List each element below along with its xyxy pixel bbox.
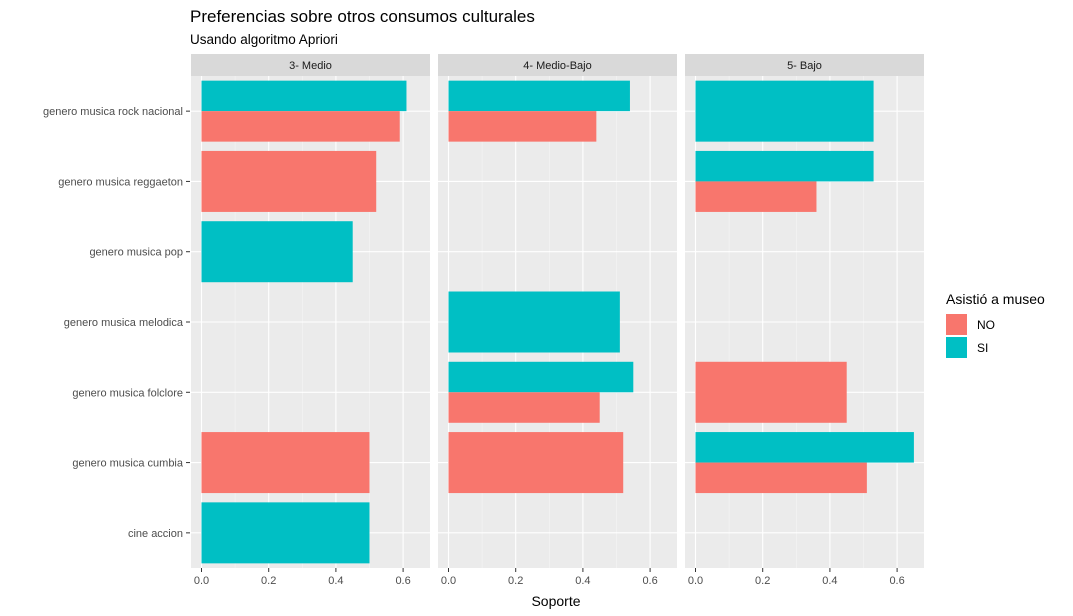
legend-key-no bbox=[946, 314, 967, 335]
legend-label-si: SI bbox=[977, 341, 988, 355]
bar-genero-musica-folclore-no bbox=[448, 392, 600, 423]
y-tick-label-genero-musica-melodica: genero musica melodica bbox=[64, 317, 184, 329]
facet-strip-label: 3- Medio bbox=[289, 60, 332, 72]
bar-genero-musica-cumbia-no bbox=[695, 462, 867, 494]
x-tick-label: 0.2 bbox=[755, 575, 770, 587]
legend: Asistió a museo NO SI bbox=[946, 291, 1045, 358]
y-tick-label-genero-musica-pop: genero musica pop bbox=[89, 247, 183, 259]
x-tick-label: 0.2 bbox=[261, 575, 276, 587]
y-tick-label-cine-accion: cine accion bbox=[128, 528, 183, 540]
bar-genero-musica-melodica-si bbox=[448, 291, 620, 353]
bar-genero-musica-rock-nacional-no bbox=[201, 111, 400, 142]
facet-strip bbox=[438, 54, 677, 76]
x-tick-label: 0.6 bbox=[395, 575, 410, 587]
bar-genero-musica-pop-si bbox=[201, 221, 353, 283]
chart-subtitle: Usando algoritmo Apriori bbox=[190, 32, 338, 47]
facet-panel-5-bajo: 5- Bajo 0.0 0.2 0.4 0.6 bbox=[685, 54, 924, 587]
facet-strip-label: 5- Bajo bbox=[787, 60, 822, 72]
x-tick-label: 0.0 bbox=[441, 575, 456, 587]
x-axis-title: Soporte bbox=[531, 593, 580, 609]
bar-cine-accion-si bbox=[201, 502, 370, 564]
facet-strip bbox=[685, 54, 924, 76]
bar-genero-musica-reggaeton-no bbox=[695, 181, 817, 212]
legend-label-no: NO bbox=[977, 318, 995, 332]
legend-key-si bbox=[946, 337, 967, 358]
y-tick-label-genero-musica-rock-nacional: genero musica rock nacional bbox=[43, 106, 183, 118]
facet-panel-3-medio: 3- Medio 0.0 0.2 0.4 0.6 bbox=[191, 54, 430, 587]
bar-genero-musica-rock-nacional-si bbox=[695, 80, 874, 142]
facet-panels: 3- Medio 0.0 0.2 0.4 0.6 4- Medio-Bajo 0.0 0.2 0… bbox=[191, 54, 924, 587]
x-tick-label: 0.2 bbox=[508, 575, 523, 587]
x-tick-label: 0.4 bbox=[575, 575, 590, 587]
x-tick-label: 0.0 bbox=[194, 575, 209, 587]
bar-genero-musica-reggaeton-si bbox=[695, 150, 874, 182]
bar-genero-musica-cumbia-no bbox=[448, 432, 624, 494]
facet-strip-label: 4- Medio-Bajo bbox=[523, 60, 591, 72]
bar-genero-musica-rock-nacional-si bbox=[448, 80, 630, 112]
chart-title: Preferencias sobre otros consumos cultur… bbox=[190, 7, 535, 26]
bar-genero-musica-folclore-si bbox=[448, 361, 634, 393]
facet-strip bbox=[191, 54, 430, 76]
bar-genero-musica-rock-nacional-si bbox=[201, 80, 407, 112]
y-axis-labels: genero musica rock nacional genero musica… bbox=[43, 106, 190, 540]
bar-genero-musica-cumbia-si bbox=[695, 432, 914, 463]
x-tick-label: 0.6 bbox=[889, 575, 904, 587]
x-tick-label: 0.6 bbox=[642, 575, 657, 587]
facet-panel-4-medio-bajo: 4- Medio-Bajo 0.0 0.2 0.4 0.6 bbox=[438, 54, 677, 587]
bar-genero-musica-reggaeton-no bbox=[201, 150, 377, 212]
bar-genero-musica-cumbia-no bbox=[201, 432, 370, 494]
x-tick-label: 0.0 bbox=[688, 575, 703, 587]
bar-genero-musica-rock-nacional-no bbox=[448, 111, 597, 142]
bar-genero-musica-folclore-no bbox=[695, 361, 847, 423]
legend-title: Asistió a museo bbox=[946, 291, 1045, 307]
x-tick-label: 0.4 bbox=[328, 575, 343, 587]
y-tick-label-genero-musica-reggaeton: genero musica reggaeton bbox=[58, 176, 183, 188]
x-tick-label: 0.4 bbox=[822, 575, 837, 587]
y-tick-label-genero-musica-folclore: genero musica folclore bbox=[72, 387, 183, 399]
y-tick-label-genero-musica-cumbia: genero musica cumbia bbox=[72, 458, 184, 470]
